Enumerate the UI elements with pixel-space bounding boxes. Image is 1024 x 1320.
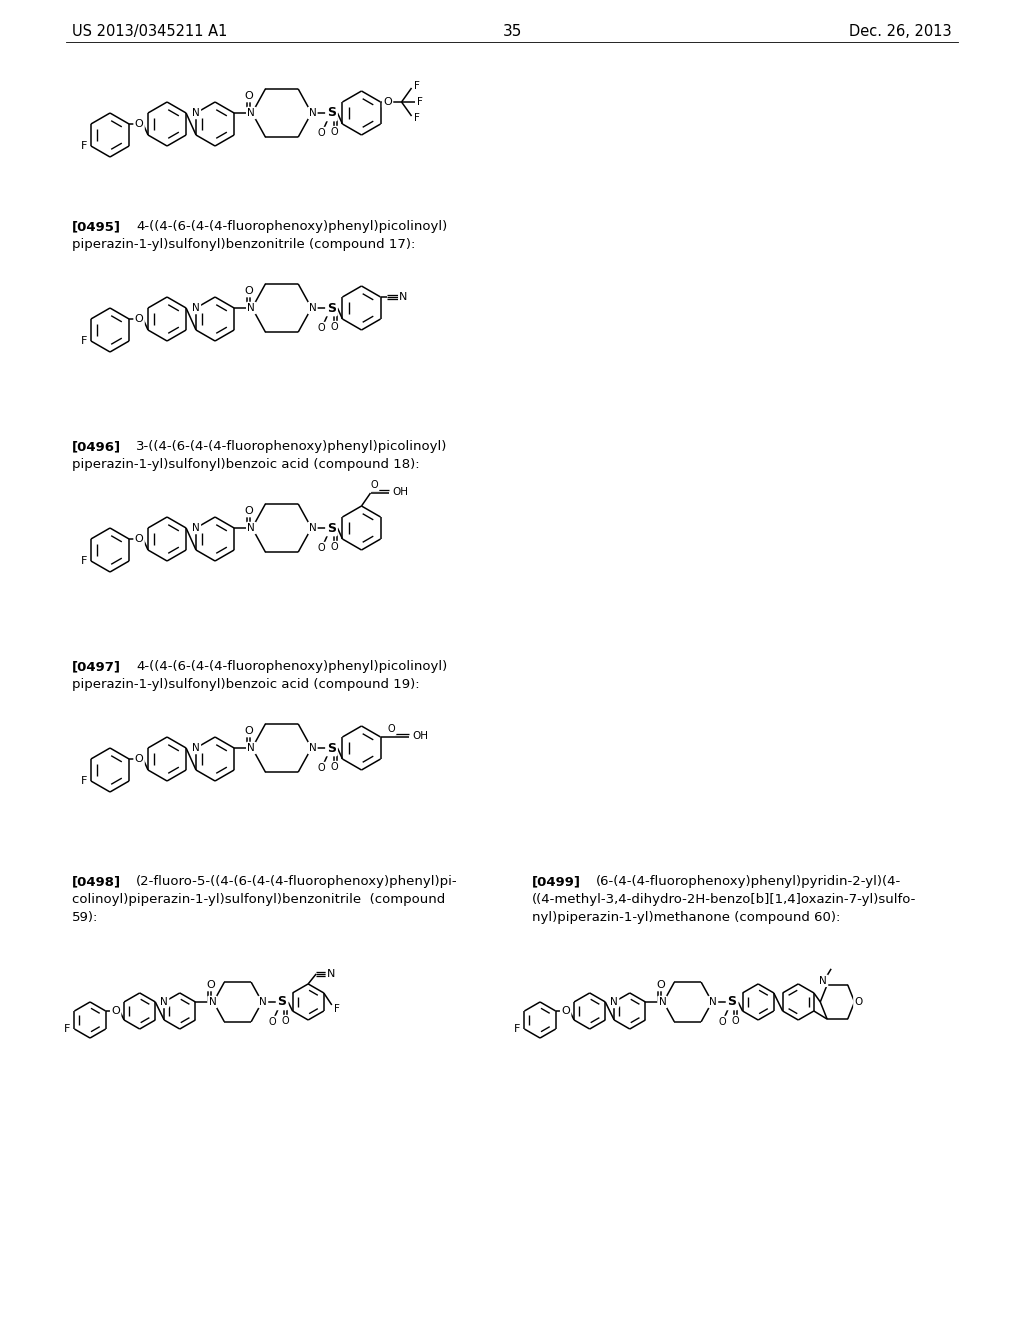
Text: F: F	[65, 1024, 71, 1034]
Text: N: N	[247, 743, 255, 752]
Text: N: N	[193, 743, 200, 752]
Text: [0498]: [0498]	[72, 875, 121, 888]
Text: piperazin-1-yl)sulfonyl)benzoic acid (compound 19):: piperazin-1-yl)sulfonyl)benzoic acid (co…	[72, 678, 420, 690]
Text: O: O	[383, 96, 392, 107]
Text: N: N	[710, 997, 717, 1007]
Text: [0497]: [0497]	[72, 660, 121, 673]
Text: N: N	[327, 969, 335, 979]
Text: N: N	[399, 292, 408, 302]
Text: N: N	[193, 523, 200, 533]
Text: (6-(4-(4-fluorophenoxy)phenyl)pyridin-2-yl)(4-: (6-(4-(4-fluorophenoxy)phenyl)pyridin-2-…	[596, 875, 901, 888]
Text: S: S	[327, 521, 336, 535]
Text: 4-((4-(6-(4-(4-fluorophenoxy)phenyl)picolinoyl): 4-((4-(6-(4-(4-fluorophenoxy)phenyl)pico…	[136, 220, 447, 234]
Text: S: S	[728, 995, 736, 1008]
Text: O: O	[135, 535, 143, 544]
Text: N: N	[658, 997, 667, 1007]
Text: ((4-methyl-3,4-dihydro-2H-benzo[b][1,4]oxazin-7-yl)sulfo-: ((4-methyl-3,4-dihydro-2H-benzo[b][1,4]o…	[532, 894, 916, 906]
Text: O: O	[656, 979, 665, 990]
Text: [0496]: [0496]	[72, 440, 121, 453]
Text: O: O	[245, 91, 254, 102]
Text: O: O	[135, 119, 143, 129]
Text: O: O	[135, 754, 143, 764]
Text: piperazin-1-yl)sulfonyl)benzoic acid (compound 18):: piperazin-1-yl)sulfonyl)benzoic acid (co…	[72, 458, 420, 471]
Text: O: O	[245, 286, 254, 296]
Text: N: N	[209, 997, 216, 1007]
Text: O: O	[317, 128, 326, 139]
Text: N: N	[610, 997, 618, 1007]
Text: 3-((4-(6-(4-(4-fluorophenoxy)phenyl)picolinoyl): 3-((4-(6-(4-(4-fluorophenoxy)phenyl)pico…	[136, 440, 447, 453]
Text: N: N	[259, 997, 267, 1007]
Text: F: F	[514, 1024, 520, 1034]
Text: N: N	[308, 108, 316, 117]
Text: F: F	[417, 96, 423, 107]
Text: [0499]: [0499]	[532, 875, 581, 888]
Text: N: N	[247, 108, 255, 117]
Text: O: O	[388, 723, 395, 734]
Text: O: O	[206, 979, 215, 990]
Text: F: F	[81, 776, 87, 785]
Text: F: F	[414, 114, 420, 123]
Text: O: O	[718, 1016, 726, 1027]
Text: O: O	[245, 726, 254, 737]
Text: OH: OH	[413, 731, 429, 741]
Text: N: N	[193, 108, 200, 117]
Text: S: S	[327, 742, 336, 755]
Text: O: O	[561, 1006, 570, 1016]
Text: O: O	[317, 543, 326, 553]
Text: O: O	[331, 322, 338, 333]
Text: O: O	[371, 480, 378, 490]
Text: F: F	[81, 141, 87, 150]
Text: (2-fluoro-5-((4-(6-(4-(4-fluorophenoxy)phenyl)pi-: (2-fluoro-5-((4-(6-(4-(4-fluorophenoxy)p…	[136, 875, 458, 888]
Text: O: O	[268, 1016, 275, 1027]
Text: N: N	[247, 523, 255, 533]
Text: O: O	[331, 127, 338, 137]
Text: N: N	[819, 975, 827, 986]
Text: OH: OH	[392, 487, 409, 498]
Text: O: O	[331, 762, 338, 772]
Text: N: N	[161, 997, 168, 1007]
Text: US 2013/0345211 A1: US 2013/0345211 A1	[72, 24, 227, 40]
Text: O: O	[112, 1006, 120, 1016]
Text: O: O	[317, 763, 326, 774]
Text: O: O	[282, 1016, 289, 1026]
Text: S: S	[278, 995, 287, 1008]
Text: 35: 35	[503, 24, 521, 40]
Text: N: N	[308, 304, 316, 313]
Text: nyl)piperazin-1-yl)methanone (compound 60):: nyl)piperazin-1-yl)methanone (compound 6…	[532, 911, 841, 924]
Text: colinoyl)piperazin-1-yl)sulfonyl)benzonitrile  (compound: colinoyl)piperazin-1-yl)sulfonyl)benzoni…	[72, 894, 445, 906]
Text: O: O	[731, 1016, 739, 1026]
Text: O: O	[245, 506, 254, 516]
Text: F: F	[414, 81, 420, 91]
Text: O: O	[331, 543, 338, 552]
Text: F: F	[81, 337, 87, 346]
Text: Dec. 26, 2013: Dec. 26, 2013	[849, 24, 952, 40]
Text: [0495]: [0495]	[72, 220, 121, 234]
Text: N: N	[308, 743, 316, 752]
Text: O: O	[135, 314, 143, 323]
Text: 59):: 59):	[72, 911, 98, 924]
Text: S: S	[327, 301, 336, 314]
Text: F: F	[334, 1005, 340, 1014]
Text: N: N	[193, 304, 200, 313]
Text: O: O	[317, 323, 326, 333]
Text: N: N	[247, 304, 255, 313]
Text: F: F	[81, 556, 87, 566]
Text: N: N	[308, 523, 316, 533]
Text: S: S	[327, 107, 336, 120]
Text: 4-((4-(6-(4-(4-fluorophenoxy)phenyl)picolinoyl): 4-((4-(6-(4-(4-fluorophenoxy)phenyl)pico…	[136, 660, 447, 673]
Text: piperazin-1-yl)sulfonyl)benzonitrile (compound 17):: piperazin-1-yl)sulfonyl)benzonitrile (co…	[72, 238, 416, 251]
Text: O: O	[854, 997, 862, 1007]
